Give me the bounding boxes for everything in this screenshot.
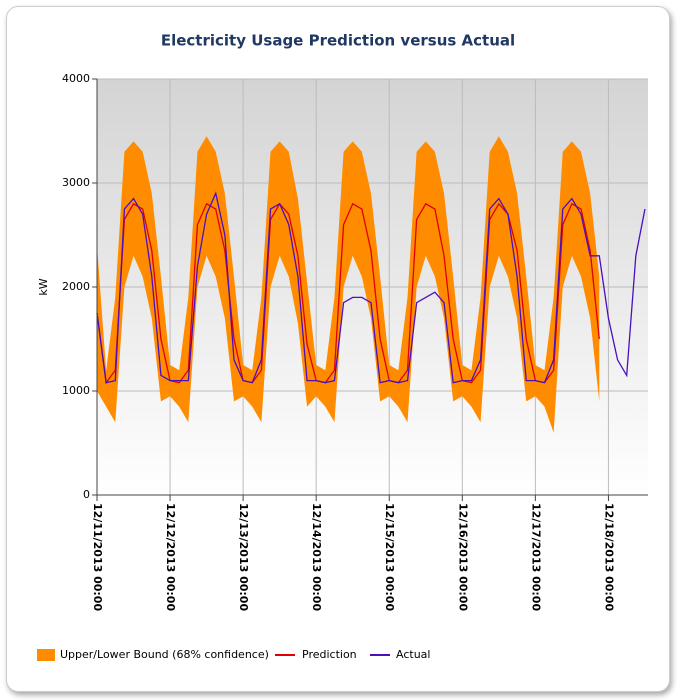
legend-label: Actual xyxy=(396,648,430,661)
x-tick-label: 12/11/2013 00:00 xyxy=(91,503,104,611)
series-line xyxy=(96,191,646,384)
x-tick-label: 12/12/2013 00:00 xyxy=(164,503,177,611)
x-tick-label: 12/18/2013 00:00 xyxy=(602,503,615,611)
y-tick-label: 4000 xyxy=(62,72,90,85)
legend-label: Upper/Lower Bound (68% confidence) xyxy=(60,648,269,661)
y-tick-label: 2000 xyxy=(62,280,90,293)
x-tick-label: 12/14/2013 00:00 xyxy=(310,503,323,611)
x-tick-label: 12/13/2013 00:00 xyxy=(237,503,250,611)
y-axis-label: kW xyxy=(37,278,50,295)
y-tick-label: 1000 xyxy=(62,384,90,397)
confidence-band xyxy=(97,136,600,433)
y-tick-label: 3000 xyxy=(62,176,90,189)
x-tick-label: 12/15/2013 00:00 xyxy=(383,503,396,611)
x-tick-label: 12/16/2013 00:00 xyxy=(456,503,469,611)
legend-swatch xyxy=(37,649,55,661)
chart-title: Electricity Usage Prediction versus Actu… xyxy=(161,32,515,50)
y-tick-label: 0 xyxy=(83,488,90,501)
legend-label: Prediction xyxy=(302,648,357,661)
x-tick-label: 12/17/2013 00:00 xyxy=(529,503,542,611)
